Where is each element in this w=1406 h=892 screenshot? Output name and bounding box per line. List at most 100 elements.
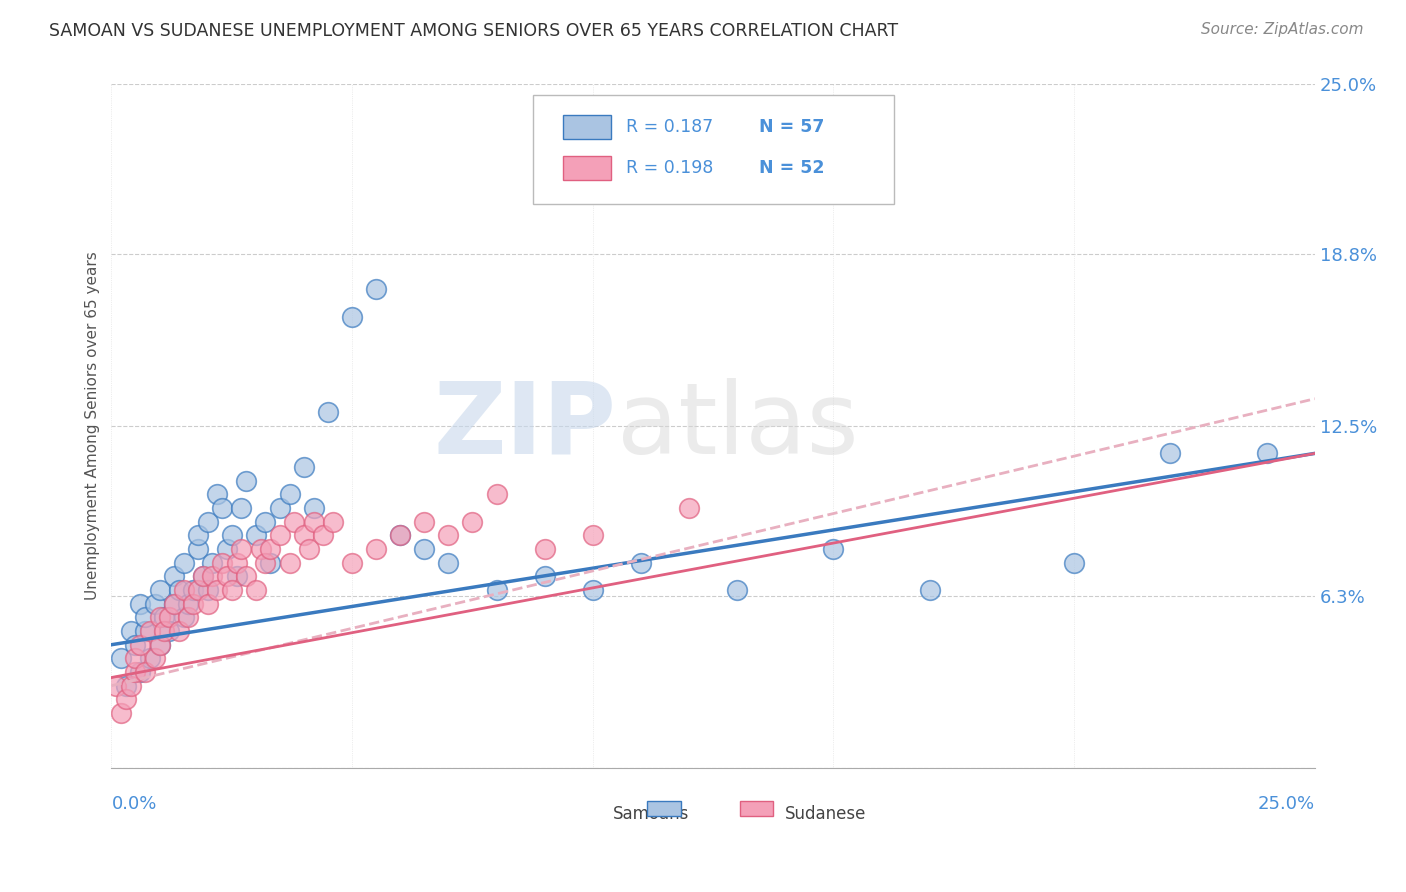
Point xyxy=(115,692,138,706)
Bar xyxy=(647,800,681,815)
Point xyxy=(283,515,305,529)
Point xyxy=(245,582,267,597)
Point xyxy=(231,542,253,557)
Point xyxy=(254,515,277,529)
Point xyxy=(215,569,238,583)
Point xyxy=(249,542,271,557)
Point xyxy=(1159,446,1181,460)
Point xyxy=(157,624,180,638)
Point xyxy=(201,556,224,570)
Point xyxy=(1063,556,1085,570)
Point xyxy=(269,501,291,516)
Text: Sudanese: Sudanese xyxy=(786,805,866,823)
Point xyxy=(245,528,267,542)
Point xyxy=(124,665,146,679)
Point xyxy=(134,624,156,638)
Point xyxy=(292,460,315,475)
Point xyxy=(630,556,652,570)
Point xyxy=(413,515,436,529)
Point xyxy=(191,569,214,583)
Bar xyxy=(562,156,610,180)
Point xyxy=(110,706,132,720)
Point xyxy=(110,651,132,665)
Point xyxy=(207,582,229,597)
Text: N = 52: N = 52 xyxy=(759,159,824,177)
Point xyxy=(197,515,219,529)
Text: Source: ZipAtlas.com: Source: ZipAtlas.com xyxy=(1201,22,1364,37)
Point xyxy=(259,556,281,570)
Point xyxy=(678,501,700,516)
Point xyxy=(1256,446,1278,460)
Point xyxy=(366,282,388,296)
Point xyxy=(163,597,186,611)
Point xyxy=(153,610,176,624)
Text: Samoans: Samoans xyxy=(613,805,689,823)
Point xyxy=(461,515,484,529)
Point xyxy=(322,515,344,529)
Point xyxy=(134,610,156,624)
Point xyxy=(181,582,204,597)
Point xyxy=(163,597,186,611)
Point xyxy=(173,610,195,624)
Point xyxy=(187,582,209,597)
Point xyxy=(312,528,335,542)
Point xyxy=(143,651,166,665)
Point xyxy=(231,501,253,516)
Point xyxy=(177,597,200,611)
Text: 25.0%: 25.0% xyxy=(1258,795,1315,813)
Point xyxy=(148,610,170,624)
Point xyxy=(366,542,388,557)
Point xyxy=(533,569,555,583)
Point xyxy=(269,528,291,542)
Point xyxy=(124,651,146,665)
Point xyxy=(120,624,142,638)
Point xyxy=(316,405,339,419)
Point xyxy=(235,474,257,488)
Point xyxy=(211,556,233,570)
Text: SAMOAN VS SUDANESE UNEMPLOYMENT AMONG SENIORS OVER 65 YEARS CORRELATION CHART: SAMOAN VS SUDANESE UNEMPLOYMENT AMONG SE… xyxy=(49,22,898,40)
Point xyxy=(124,638,146,652)
FancyBboxPatch shape xyxy=(533,95,894,204)
Text: ZIP: ZIP xyxy=(434,377,617,475)
Point xyxy=(139,624,162,638)
Point xyxy=(221,528,243,542)
Point xyxy=(485,487,508,501)
Point xyxy=(725,582,748,597)
Point xyxy=(105,679,128,693)
Point xyxy=(148,582,170,597)
Point xyxy=(225,569,247,583)
Text: N = 57: N = 57 xyxy=(759,118,824,136)
Point xyxy=(167,624,190,638)
Point xyxy=(485,582,508,597)
Point xyxy=(134,665,156,679)
Point xyxy=(120,679,142,693)
Point xyxy=(163,569,186,583)
Point xyxy=(340,310,363,324)
Point xyxy=(173,582,195,597)
Point xyxy=(139,651,162,665)
Point xyxy=(582,582,605,597)
Point xyxy=(823,542,845,557)
Point xyxy=(129,665,152,679)
Point xyxy=(215,542,238,557)
Point xyxy=(298,542,321,557)
Bar xyxy=(740,800,773,815)
Point xyxy=(389,528,412,542)
Point xyxy=(437,556,460,570)
Point xyxy=(211,501,233,516)
Bar xyxy=(562,115,610,139)
Y-axis label: Unemployment Among Seniors over 65 years: Unemployment Among Seniors over 65 years xyxy=(86,252,100,600)
Text: atlas: atlas xyxy=(617,377,859,475)
Point xyxy=(143,597,166,611)
Point xyxy=(197,597,219,611)
Point xyxy=(278,556,301,570)
Point xyxy=(533,542,555,557)
Point xyxy=(129,638,152,652)
Point xyxy=(413,542,436,557)
Point xyxy=(302,515,325,529)
Point xyxy=(181,597,204,611)
Point xyxy=(221,582,243,597)
Point xyxy=(157,610,180,624)
Point xyxy=(340,556,363,570)
Point xyxy=(254,556,277,570)
